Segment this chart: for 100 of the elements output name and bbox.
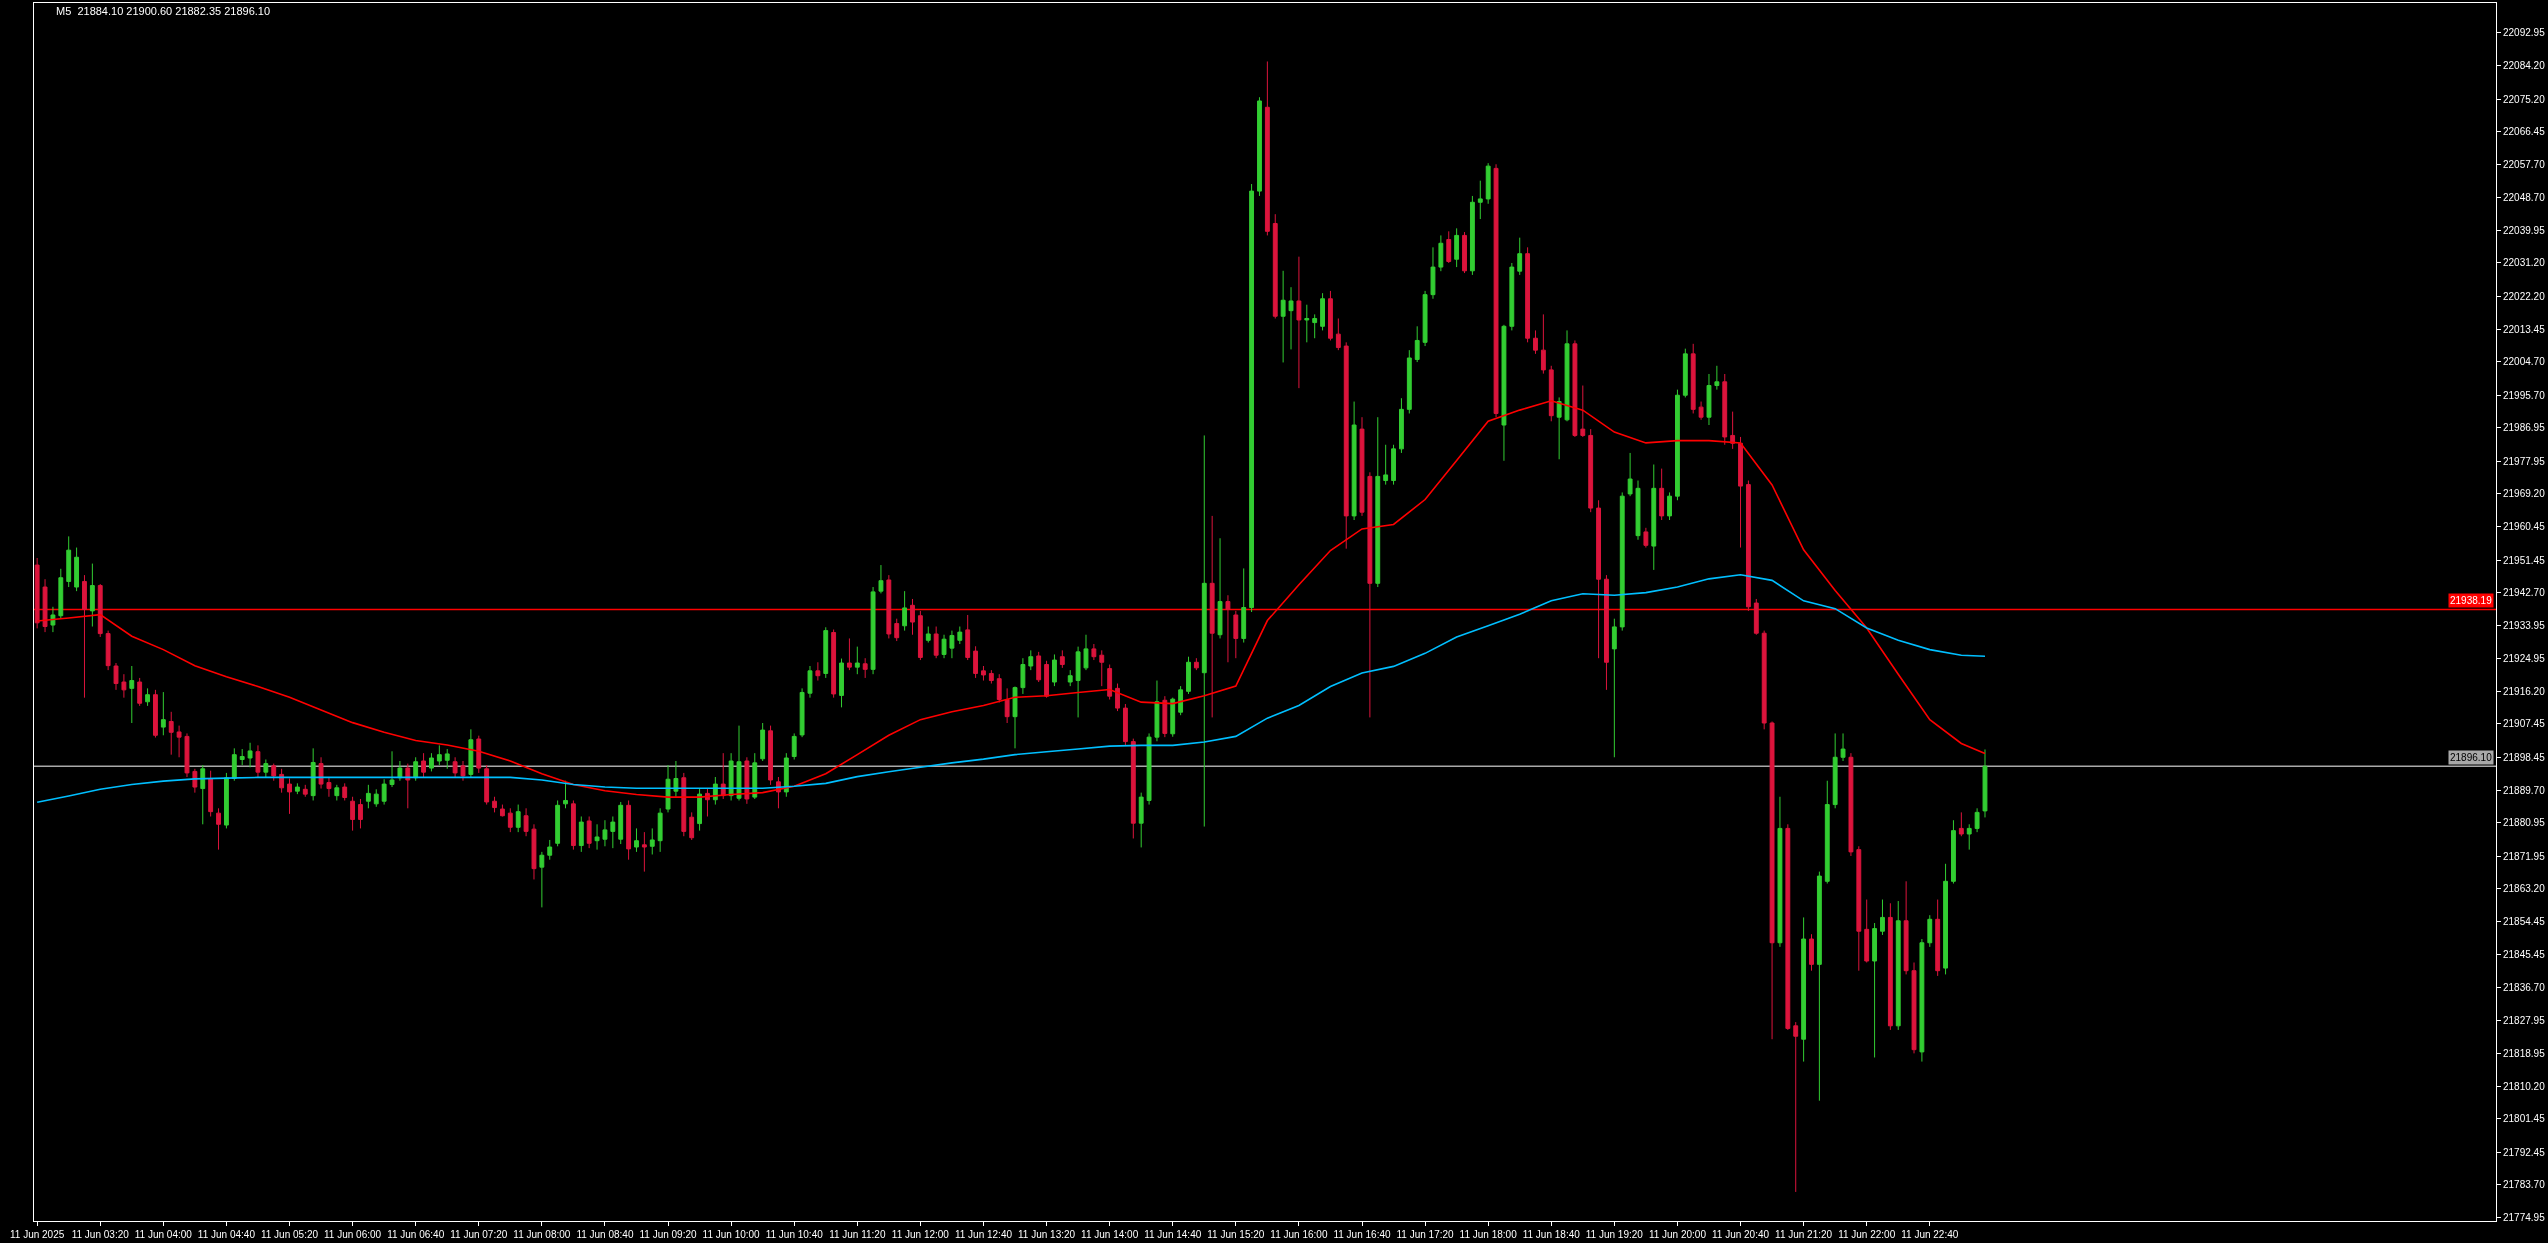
candlestick [468,728,474,778]
candlestick [342,782,348,801]
y-tick-label: 21969.20 [2503,488,2546,500]
candlestick [373,788,379,808]
candlestick [1832,732,1838,809]
candlestick [1430,246,1436,300]
candlestick [1556,396,1562,460]
candlestick [421,752,426,778]
candlestick [492,796,497,813]
candlestick [1154,680,1160,742]
candlestick [239,748,245,766]
x-tick-label: 11 Jun 16:00 [1270,1229,1328,1240]
x-tick-label: 11 Jun 12:40 [954,1229,1013,1240]
candlestick [791,732,797,760]
y-tick-label: 22004.70 [2503,356,2546,368]
candlestick [807,665,813,699]
candlestick [1335,317,1341,351]
candlestick [1627,452,1633,497]
candlestick [1611,618,1617,758]
candlestick [539,851,545,908]
candlestick [1075,646,1081,718]
candlestick [1217,537,1223,639]
candlestick [1675,389,1680,501]
candlestick [1690,343,1696,414]
candlestick [1454,227,1460,268]
candlestick [97,583,103,638]
x-tick-label: 11 Jun 08:40 [576,1229,634,1240]
y-tick-label: 21933.95 [2503,619,2546,631]
y-tick-label: 21898.45 [2503,751,2546,763]
y-tick-label: 21871.95 [2503,850,2546,862]
x-tick-label: 11 Jun 17:20 [1396,1229,1455,1240]
candlestick [1091,643,1097,661]
y-tick-label: 22039.95 [2503,224,2546,236]
x-tick-label: 11 Jun 18:00 [1459,1229,1518,1240]
candlestick [839,658,844,708]
x-tick-label: 11 Jun 20:00 [1648,1229,1707,1240]
candlestick [1264,60,1270,236]
candlestick [1927,914,1933,948]
candlestick [1438,234,1444,272]
candlestick [1722,373,1728,446]
y-tick-label: 21986.95 [2503,422,2546,434]
candlestick [1943,863,1948,975]
x-tick-label: 11 Jun 04:40 [197,1229,256,1240]
candlestick [42,578,48,633]
candlestick [744,756,750,805]
candlestick [1501,324,1507,462]
candlestick [1635,480,1641,541]
y-tick-label: 22092.95 [2503,27,2546,39]
y-tick-label: 21792.45 [2503,1146,2546,1158]
candlestick [618,801,624,845]
candlestick [66,535,72,588]
candlestick [626,799,632,861]
candlestick [1572,339,1578,438]
candlestick [358,798,363,829]
candlestick [413,756,419,782]
candlestick [933,626,939,659]
candlestick [1422,290,1428,347]
y-tick-label: 22084.20 [2503,60,2546,72]
x-tick-label: 11 Jun 07:20 [450,1229,508,1240]
candlestick [594,823,600,851]
candlestick [957,626,963,645]
y-tick-label: 21889.70 [2503,784,2546,796]
candlestick [1462,231,1467,274]
candlestick [1052,653,1057,687]
candlestick [397,760,403,782]
candlestick [137,677,143,707]
candlestick [1146,732,1152,806]
candlestick [153,689,158,739]
candlestick [799,687,805,738]
candlestick [105,630,111,671]
candlestick [1004,687,1010,724]
candlestick [1477,180,1483,220]
candlestick [1083,634,1089,671]
candlestick [1122,703,1128,746]
candlestick [831,629,837,699]
candlestick [1383,444,1389,486]
candlestick [1517,237,1523,276]
candlestick [1280,270,1286,363]
x-tick-label: 11 Jun 10:40 [765,1229,824,1240]
candlestick [634,827,639,853]
y-tick-label: 21880.95 [2503,817,2546,829]
candlestick [1399,397,1404,454]
candlestick [815,661,821,682]
candlestick [168,711,174,756]
candlestick [444,748,450,770]
candlestick [145,687,150,707]
candlestick [1840,732,1846,762]
y-tick-label: 22022.20 [2503,291,2546,303]
candlestick [1115,683,1120,712]
candlestick [1107,664,1113,701]
candlestick [89,563,95,628]
candlestick [862,657,868,679]
candlestick [988,669,994,685]
candlestick [176,725,182,758]
candlestick [113,662,119,691]
y-tick-label: 21774.95 [2503,1211,2546,1223]
y-tick-label: 21924.95 [2503,653,2546,665]
y-tick-label: 21818.95 [2503,1048,2546,1060]
candlestick [1698,401,1704,421]
x-tick-label: 11 Jun 15:20 [1207,1229,1265,1240]
